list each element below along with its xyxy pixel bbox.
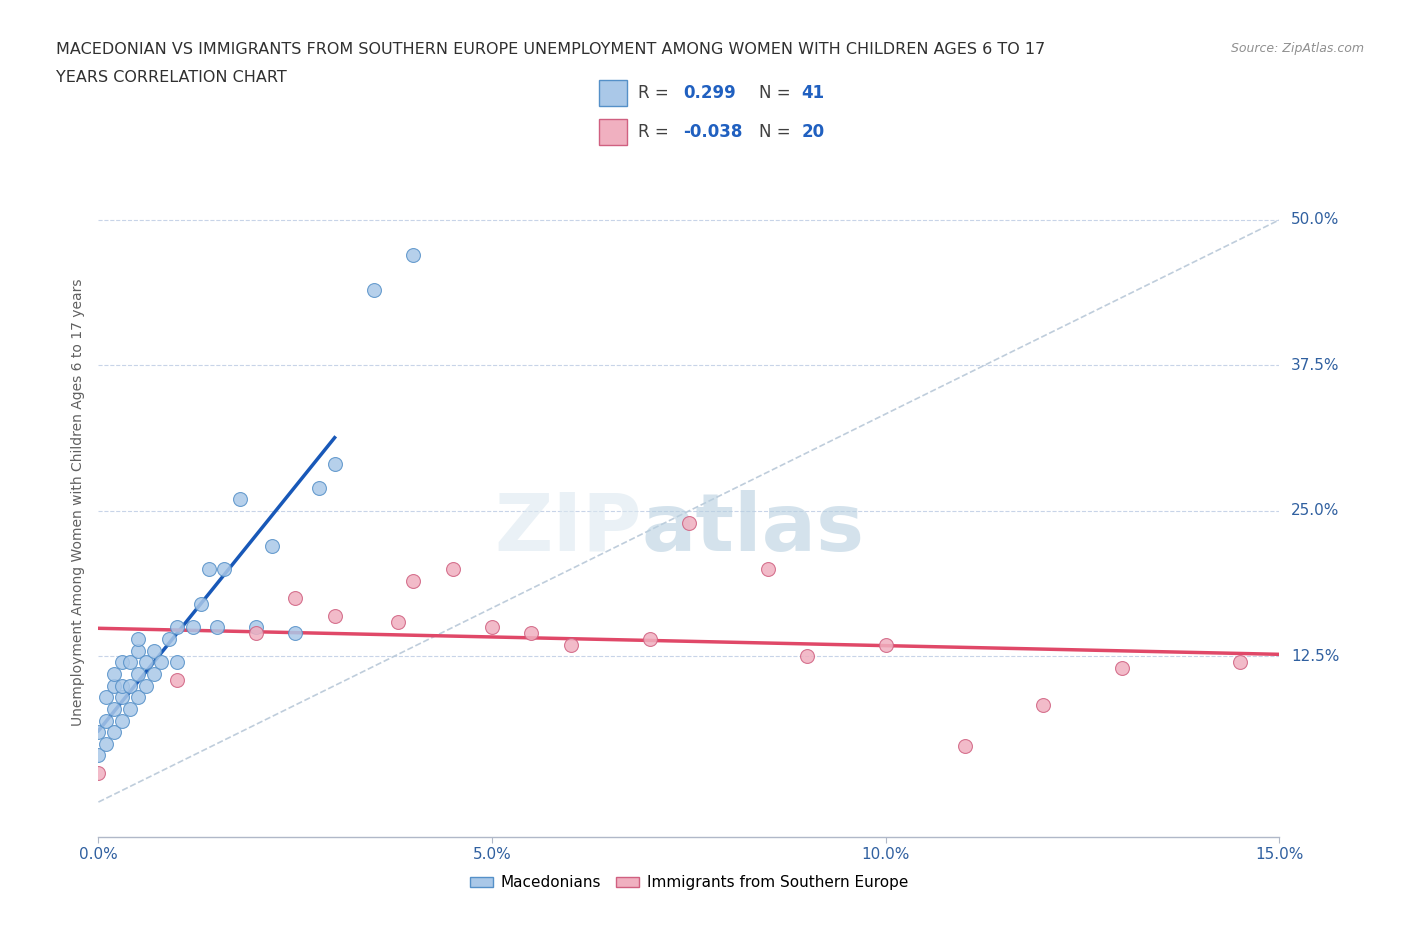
Point [87,748,110,763]
Point [142,667,165,682]
Point [284,626,307,641]
Point [103,667,125,682]
Point [96,713,118,728]
Point [135,655,157,670]
Point [87,765,110,780]
Point [323,608,346,623]
Point [96,737,118,751]
Text: ZIP: ZIP [495,490,641,568]
Point [678,515,700,530]
Point [260,538,283,553]
Point [127,690,149,705]
Bar [599,119,627,145]
Point [308,480,330,495]
Text: -0.038: -0.038 [683,123,742,141]
Legend: Macedonians, Immigrants from Southern Europe: Macedonians, Immigrants from Southern Eu… [464,870,914,897]
Text: YEARS CORRELATION CHART: YEARS CORRELATION CHART [56,70,287,85]
Text: N =: N = [759,123,790,141]
Point [190,597,212,612]
Point [245,626,267,641]
Point [638,631,661,646]
Point [111,690,134,705]
Point [166,620,188,635]
Text: N =: N = [759,84,790,102]
Point [363,282,385,297]
Text: 0.299: 0.299 [683,84,737,102]
Text: 20: 20 [801,123,824,141]
Point [229,492,252,507]
Point [103,701,125,716]
Bar [599,80,627,106]
Point [953,738,976,753]
Point [127,644,149,658]
Text: R =: R = [638,123,669,141]
Point [111,655,134,670]
Point [96,690,118,705]
Point [103,678,125,693]
Point [197,562,219,577]
Point [387,614,409,629]
Text: 37.5%: 37.5% [1291,358,1340,373]
Y-axis label: Unemployment Among Women with Children Ages 6 to 17 years: Unemployment Among Women with Children A… [72,278,86,726]
Text: 12.5%: 12.5% [1291,649,1340,664]
Point [481,620,503,635]
Point [323,457,346,472]
Point [1111,660,1133,675]
Point [1229,655,1251,670]
Point [520,626,543,641]
Point [875,637,897,652]
Point [402,574,425,589]
Text: R =: R = [638,84,669,102]
Point [560,637,582,652]
Point [181,620,204,635]
Point [103,724,125,739]
Point [150,655,173,670]
Point [111,713,134,728]
Point [127,631,149,646]
Point [284,591,307,605]
Point [166,655,188,670]
Point [1032,698,1054,713]
Text: 50.0%: 50.0% [1291,212,1340,227]
Point [402,247,425,262]
Point [127,667,149,682]
Point [205,620,228,635]
Point [118,678,141,693]
Point [118,655,141,670]
Point [166,672,188,687]
Point [135,678,157,693]
Point [214,562,236,577]
Text: Source: ZipAtlas.com: Source: ZipAtlas.com [1230,42,1364,55]
Text: 25.0%: 25.0% [1291,503,1340,518]
Point [157,631,180,646]
Point [441,562,464,577]
Point [245,620,267,635]
Point [118,701,141,716]
Point [111,678,134,693]
Text: MACEDONIAN VS IMMIGRANTS FROM SOUTHERN EUROPE UNEMPLOYMENT AMONG WOMEN WITH CHIL: MACEDONIAN VS IMMIGRANTS FROM SOUTHERN E… [56,42,1046,57]
Text: 41: 41 [801,84,824,102]
Text: atlas: atlas [641,490,865,568]
Point [142,644,165,658]
Point [796,649,818,664]
Point [87,724,110,739]
Point [756,562,779,577]
